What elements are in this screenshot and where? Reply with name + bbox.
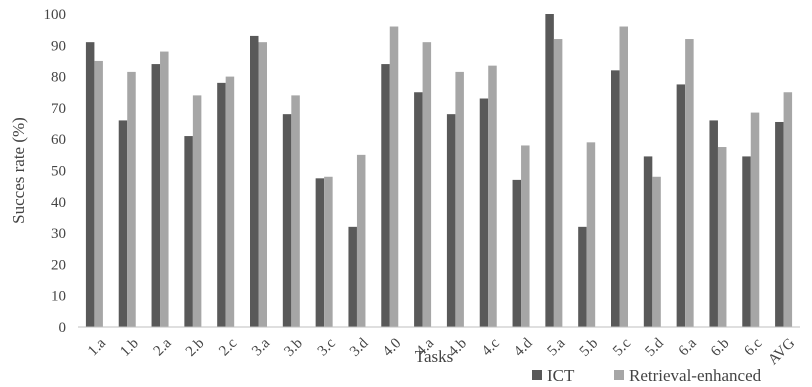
x-tick-label: 5.b xyxy=(577,335,602,360)
x-tick-label: AVG xyxy=(765,335,798,368)
bar-ict-6.a xyxy=(676,84,686,327)
bar-ict-4.b xyxy=(446,114,456,327)
bar-retrieval-enhanced-5.b xyxy=(586,142,596,327)
bar-retrieval-enhanced-2.a xyxy=(160,51,169,328)
bar-ict-4.d xyxy=(512,179,522,327)
x-tick-label: 6.b xyxy=(708,335,733,360)
x-tick-label: 6.c xyxy=(741,335,765,359)
bar-retrieval-enhanced-6.a xyxy=(685,39,694,327)
y-tick-label: 100 xyxy=(44,7,67,23)
bar-ict-AVG xyxy=(775,121,784,327)
bar-retrieval-enhanced-6.b xyxy=(717,147,727,327)
y-tick-label: 60 xyxy=(51,132,66,148)
bar-ict-6.c xyxy=(742,156,751,327)
bar-ict-4.a xyxy=(414,92,423,327)
x-tick-label: 6.a xyxy=(676,335,700,359)
y-tick-label: 0 xyxy=(59,320,67,336)
x-tick-label: 2.c xyxy=(216,335,240,359)
bar-retrieval-enhanced-5.a xyxy=(553,39,563,327)
bar-ict-5.b xyxy=(578,226,587,327)
bar-retrieval-enhanced-3.b xyxy=(291,95,300,327)
bar-retrieval-enhanced-2.c xyxy=(225,76,235,327)
bar-ict-5.a xyxy=(545,14,554,327)
bar-ict-3.d xyxy=(348,226,357,327)
bar-retrieval-enhanced-5.d xyxy=(652,176,661,327)
bar-ict-2.a xyxy=(151,64,161,327)
x-tick-label: 5.c xyxy=(610,335,634,359)
x-tick-label: 4.d xyxy=(511,335,536,360)
y-tick-label: 90 xyxy=(51,38,66,54)
legend-label-ict: ICT xyxy=(547,366,575,385)
x-axis-title: Tasks xyxy=(415,347,453,366)
bar-retrieval-enhanced-4.c xyxy=(488,65,497,328)
bar-retrieval-enhanced-AVG xyxy=(783,92,793,327)
x-tick-label: 1.a xyxy=(85,335,109,359)
x-tick-label: 4.0 xyxy=(380,335,405,360)
y-axis-tick-labels: 0 10 20 30 40 50 60 70 80 90 100 xyxy=(44,7,67,336)
y-tick-label: 20 xyxy=(51,257,66,273)
x-tick-label: 1.b xyxy=(117,335,142,360)
bar-ict-2.c xyxy=(217,82,226,327)
x-tick-label: 3.b xyxy=(281,335,306,360)
bar-retrieval-enhanced-4.b xyxy=(455,71,464,327)
y-axis-title: Succes rate (%) xyxy=(9,117,28,224)
legend-swatch-ict xyxy=(532,370,542,380)
bar-series-group xyxy=(85,14,793,328)
y-tick-label: 70 xyxy=(51,101,66,117)
bar-ict-5.c xyxy=(611,70,620,327)
legend: ICT Retrieval-enhanced xyxy=(532,366,762,385)
bar-ict-3.b xyxy=(282,114,292,327)
bar-retrieval-enhanced-4.0 xyxy=(389,26,399,328)
bar-ict-5.d xyxy=(643,156,653,327)
x-tick-label: 5.a xyxy=(544,335,568,359)
bar-ict-6.b xyxy=(709,120,718,327)
y-tick-label: 40 xyxy=(51,195,66,211)
bar-retrieval-enhanced-5.c xyxy=(619,26,628,328)
bar-retrieval-enhanced-3.a xyxy=(258,42,267,328)
y-tick-label: 10 xyxy=(51,289,66,305)
bar-retrieval-enhanced-4.a xyxy=(422,42,432,328)
legend-label-retrieval-enhanced: Retrieval-enhanced xyxy=(629,366,762,385)
bar-ict-2.b xyxy=(184,136,193,327)
bar-ict-3.a xyxy=(250,35,259,327)
y-tick-label: 80 xyxy=(51,70,66,86)
bar-ict-4.0 xyxy=(381,64,390,327)
bar-retrieval-enhanced-3.c xyxy=(324,176,333,327)
bar-retrieval-enhanced-1.b xyxy=(127,71,136,327)
x-tick-label: 3.a xyxy=(249,335,273,359)
x-tick-label: 5.d xyxy=(642,335,667,360)
x-tick-label: 2.a xyxy=(151,335,175,359)
y-tick-label: 50 xyxy=(51,164,66,180)
bar-retrieval-enhanced-6.c xyxy=(750,112,760,327)
x-tick-label: 3.d xyxy=(347,335,372,360)
y-tick-label: 30 xyxy=(51,226,66,242)
bar-retrieval-enhanced-2.b xyxy=(192,95,202,327)
bar-ict-3.c xyxy=(315,178,325,327)
legend-swatch-retrieval-enhanced xyxy=(614,370,624,380)
bar-ict-4.c xyxy=(479,98,489,327)
bar-ict-1.b xyxy=(118,120,128,327)
x-tick-label: 3.c xyxy=(315,335,339,359)
bar-retrieval-enhanced-4.d xyxy=(521,145,530,327)
bar-retrieval-enhanced-1.a xyxy=(94,60,103,327)
bar-retrieval-enhanced-3.d xyxy=(356,154,366,327)
bar-ict-1.a xyxy=(85,42,95,328)
x-tick-label: 2.b xyxy=(183,335,208,360)
x-tick-label: 4.c xyxy=(479,335,503,359)
